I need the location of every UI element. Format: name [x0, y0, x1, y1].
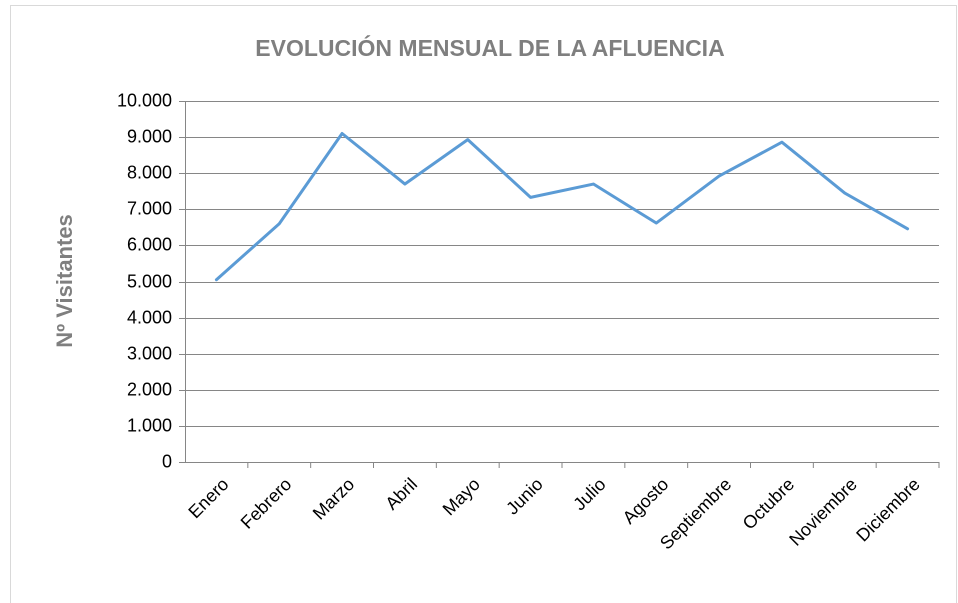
y-tick-label: 2.000 [127, 379, 172, 399]
y-tick-label: 6.000 [127, 234, 172, 254]
y-tick-label: 1.000 [127, 415, 172, 435]
y-tick-label: 10.000 [117, 90, 172, 110]
chart-border [10, 5, 957, 603]
y-axis-label: Nº Visitantes [52, 214, 77, 348]
y-tick-label: 7.000 [127, 198, 172, 218]
y-tick-label: 8.000 [127, 162, 172, 182]
chart-title: EVOLUCIÓN MENSUAL DE LA AFLUENCIA [255, 34, 724, 61]
y-tick-label: 3.000 [127, 343, 172, 363]
y-tick-label: 4.000 [127, 307, 172, 327]
y-tick-label: 5.000 [127, 271, 172, 291]
data-line [214, 131, 910, 282]
y-tick-label: 9.000 [127, 126, 172, 146]
y-tick-label: 0 [162, 451, 172, 471]
